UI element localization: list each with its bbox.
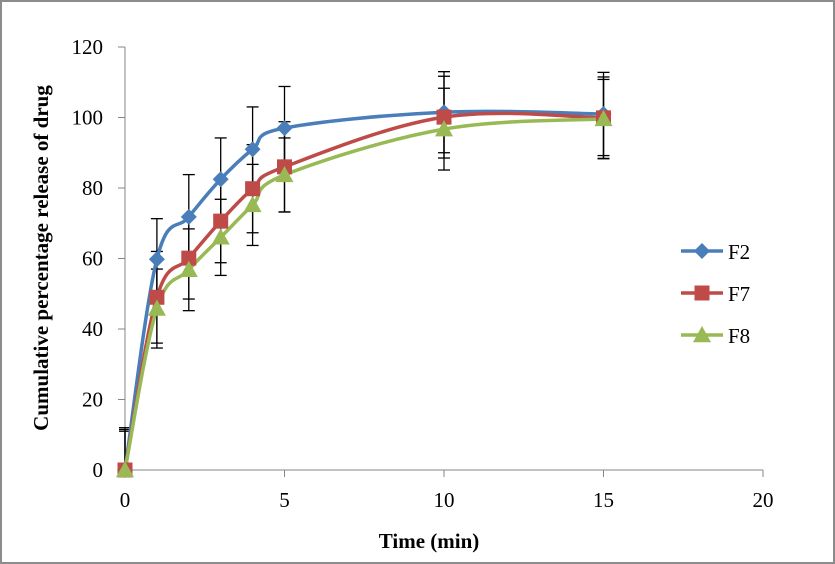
y-axis-title: Cumulative percentage release of drug bbox=[29, 85, 53, 431]
marker-f8 bbox=[435, 120, 453, 137]
marker-f7 bbox=[245, 181, 261, 197]
legend-marker-f7 bbox=[694, 285, 710, 301]
marker-f7 bbox=[181, 250, 197, 266]
marker-f2 bbox=[148, 251, 165, 268]
line-f7 bbox=[123, 111, 604, 471]
legend-marker-f8 bbox=[693, 326, 711, 343]
x-tick-label: 10 bbox=[434, 488, 455, 512]
y-tick-label: 80 bbox=[82, 176, 103, 200]
legend: F2 F7 F8 bbox=[681, 240, 750, 348]
marker-f7 bbox=[213, 213, 229, 229]
marker-f2 bbox=[276, 120, 293, 137]
y-tick-label: 0 bbox=[93, 458, 104, 482]
y-tick-label: 20 bbox=[82, 388, 103, 412]
y-tick-label: 120 bbox=[72, 35, 104, 59]
x-tick-label: 0 bbox=[120, 488, 131, 512]
y-tick-label: 60 bbox=[82, 247, 103, 271]
marker-f2 bbox=[244, 141, 261, 158]
y-tick-label: 100 bbox=[72, 106, 104, 130]
marker-f8 bbox=[116, 461, 134, 478]
line-f2 bbox=[123, 109, 604, 471]
marker-f7 bbox=[149, 289, 165, 305]
x-tick-label: 15 bbox=[593, 488, 614, 512]
marker-f7 bbox=[436, 109, 452, 125]
y-tick-label: 40 bbox=[82, 317, 103, 341]
marker-f2 bbox=[180, 208, 197, 225]
x-tick-label: 20 bbox=[753, 488, 774, 512]
marker-f8 bbox=[211, 228, 230, 245]
marker-f8 bbox=[179, 260, 198, 277]
series-markers bbox=[116, 104, 613, 478]
legend-label-f2: F2 bbox=[728, 240, 750, 264]
x-axis-title: Time (min) bbox=[379, 529, 480, 553]
marker-f8 bbox=[594, 109, 613, 127]
marker-f8 bbox=[275, 165, 294, 183]
legend-label-f7: F7 bbox=[728, 282, 750, 306]
marker-f8 bbox=[147, 299, 166, 316]
legend-marker-f2 bbox=[694, 243, 710, 259]
marker-f8 bbox=[243, 195, 262, 213]
series-lines bbox=[123, 109, 604, 471]
legend-label-f8: F8 bbox=[728, 324, 750, 348]
marker-f2 bbox=[212, 171, 229, 188]
x-tick-label: 5 bbox=[279, 488, 290, 512]
axes: 0 20 40 60 80 100 120 0 5 10 15 20 bbox=[72, 35, 774, 512]
line-f8 bbox=[123, 117, 604, 471]
